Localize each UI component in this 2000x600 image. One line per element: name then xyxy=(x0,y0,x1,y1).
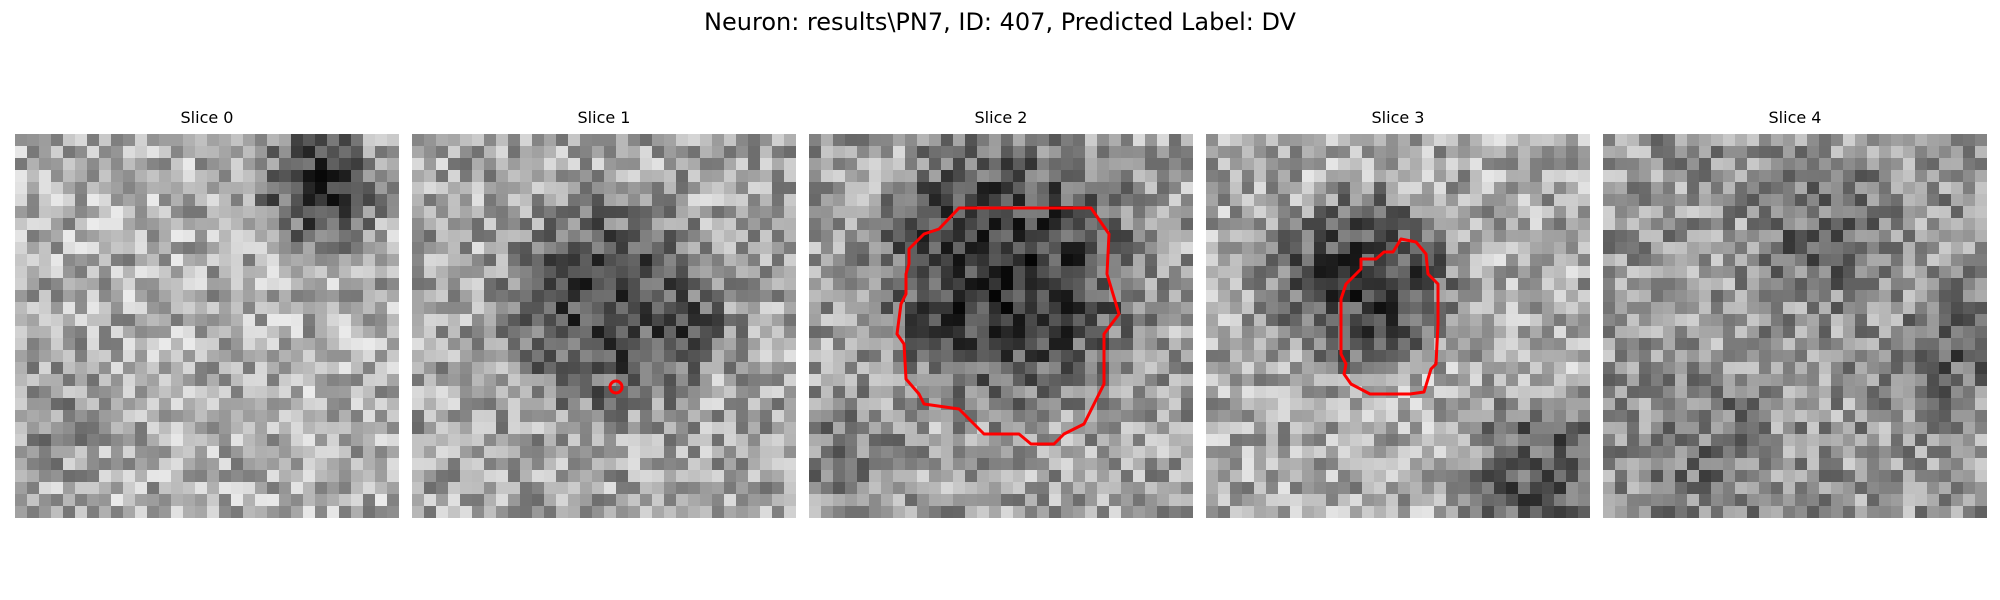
slice-image xyxy=(15,134,399,518)
segmentation-contour xyxy=(1339,237,1440,396)
figure-title: Neuron: results\PN7, ID: 407, Predicted … xyxy=(704,8,1296,36)
slice-title: Slice 4 xyxy=(1768,108,1822,127)
slice-panel-1: Slice 1 xyxy=(412,108,796,518)
slice-panel-4: Slice 4 xyxy=(1603,108,1987,518)
slice-image xyxy=(809,134,1193,518)
slice-title: Slice 1 xyxy=(577,108,631,127)
slice-panel-0: Slice 0 xyxy=(15,108,399,518)
slice-panel-3: Slice 3 xyxy=(1206,108,1590,518)
slice-title: Slice 0 xyxy=(180,108,234,127)
slice-image xyxy=(1206,134,1590,518)
slice-title: Slice 3 xyxy=(1371,108,1425,127)
slice-image xyxy=(1603,134,1987,518)
segmentation-contour xyxy=(895,206,1121,446)
slice-image xyxy=(412,134,796,518)
slice-title: Slice 2 xyxy=(974,108,1028,127)
slice-panel-2: Slice 2 xyxy=(809,108,1193,518)
segmentation-contour xyxy=(608,379,624,395)
